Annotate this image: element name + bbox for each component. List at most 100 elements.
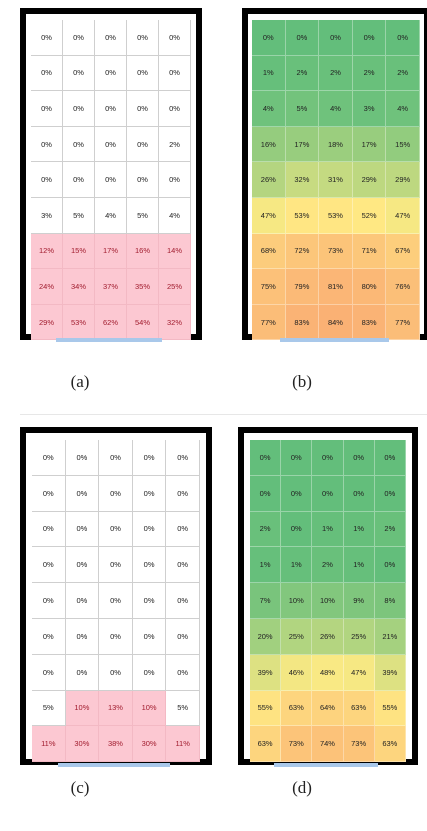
heatmap-cell: 37% xyxy=(95,269,127,305)
heatmap-cell: 73% xyxy=(281,726,313,763)
heatmap-cell: 5% xyxy=(63,197,95,234)
heatmap-cell: 74% xyxy=(312,726,344,763)
heatmap-cell: 0% xyxy=(99,440,133,476)
heatmap-cell: 0% xyxy=(250,475,282,512)
bottom-bar xyxy=(274,763,379,767)
heatmap-cell: 0% xyxy=(65,618,100,655)
heatmap-cell: 25% xyxy=(281,618,313,655)
heatmap-cell: 10% xyxy=(132,690,167,727)
heatmap-cell: 0% xyxy=(166,583,200,619)
heatmap-cell: 0% xyxy=(374,475,406,512)
heatmap-cell: 14% xyxy=(159,233,191,270)
heatmap-cell: 63% xyxy=(343,690,375,727)
heatmap-cell: 5% xyxy=(32,690,66,727)
heatmap-cell: 17% xyxy=(285,126,320,163)
heatmap-cell: 0% xyxy=(281,511,313,548)
heatmap-cell: 67% xyxy=(386,233,420,270)
heatmap-cell: 52% xyxy=(352,197,387,234)
heatmap-cell: 0% xyxy=(99,475,133,512)
heatmap-cell: 1% xyxy=(312,511,344,548)
heatmap-cell: 39% xyxy=(374,654,406,691)
heatmap-cell: 4% xyxy=(159,197,191,234)
heatmap-cell: 2% xyxy=(159,126,191,163)
heatmap-cell: 16% xyxy=(127,233,159,270)
heatmap-cell: 38% xyxy=(99,726,133,763)
heatmap-cell: 8% xyxy=(374,583,406,619)
heatmap-cell: 10% xyxy=(281,583,313,619)
heatmap-cell: 30% xyxy=(132,726,167,763)
heatmap-cell: 0% xyxy=(65,440,100,476)
heatmap-cell: 63% xyxy=(281,690,313,727)
heatmap-cell: 0% xyxy=(132,547,167,584)
heatmap-cell: 25% xyxy=(343,618,375,655)
heatmap-cell: 73% xyxy=(343,726,375,763)
heatmap-cell: 0% xyxy=(95,126,127,163)
heatmap-cell: 3% xyxy=(352,91,387,127)
heatmap-cell: 0% xyxy=(95,55,127,92)
heatmap-cell: 0% xyxy=(65,511,100,548)
heatmap-cell: 75% xyxy=(252,269,286,305)
heatmap-cell: 17% xyxy=(352,126,387,163)
heatmap-cell: 83% xyxy=(352,304,387,341)
heatmap-cell: 0% xyxy=(166,654,200,691)
heatmap-cell: 0% xyxy=(32,475,66,512)
heatmap-cell: 0% xyxy=(63,20,95,56)
heatmap-cell: 0% xyxy=(127,55,159,92)
heatmap-cell: 30% xyxy=(65,726,100,763)
heatmap-cell: 29% xyxy=(352,162,387,198)
heatmap-cell: 80% xyxy=(352,269,387,305)
heatmap-cell: 26% xyxy=(312,618,344,655)
heatmap-cell: 63% xyxy=(250,726,282,763)
heatmap-cell: 0% xyxy=(32,583,66,619)
panel-caption: (b) xyxy=(292,372,312,391)
heatmap-cell: 2% xyxy=(312,547,344,584)
heatmap-cell: 12% xyxy=(31,233,63,270)
heatmap-cell: 0% xyxy=(99,511,133,548)
heatmap-cell: 53% xyxy=(319,197,353,234)
heatmap-cell: 0% xyxy=(95,20,127,56)
panel-frame: 0% 0% 0% 0% 0% 0% 0% 0% 0% 0% 0% 0% 0% 0% 0% 0% 0% 0% 0% 2%… xyxy=(20,8,202,341)
heatmap-cell: 0% xyxy=(159,20,191,56)
heatmap-cell: 4% xyxy=(319,91,353,127)
heatmap-cell: 10% xyxy=(312,583,344,619)
heatmap-grid: 0% 0% 0% 0% 0% 0% 0% 0% 0% 0% 2% 0% 1% 1% 2% 1% 1% 2% 1% 0%… xyxy=(250,440,406,763)
heatmap-cell: 0% xyxy=(63,55,95,92)
heatmap-cell: 4% xyxy=(252,91,286,127)
heatmap-cell: 0% xyxy=(312,440,344,476)
heatmap-cell: 77% xyxy=(252,304,286,341)
heatmap-cell: 0% xyxy=(95,162,127,198)
heatmap-cell: 0% xyxy=(250,440,282,476)
heatmap-cell: 47% xyxy=(252,197,286,234)
heatmap-cell: 0% xyxy=(99,654,133,691)
heatmap-cell: 0% xyxy=(127,20,159,56)
heatmap-cell: 32% xyxy=(285,162,320,198)
heatmap-cell: 46% xyxy=(281,654,313,691)
heatmap-cell: 18% xyxy=(319,126,353,163)
heatmap-cell: 77% xyxy=(386,304,420,341)
heatmap-cell: 48% xyxy=(312,654,344,691)
heatmap-cell: 53% xyxy=(63,304,95,341)
heatmap-cell: 20% xyxy=(250,618,282,655)
heatmap-cell: 53% xyxy=(285,197,320,234)
heatmap-cell: 0% xyxy=(159,162,191,198)
heatmap-cell: 2% xyxy=(319,55,353,92)
heatmap-cell: 1% xyxy=(250,547,282,584)
heatmap-cell: 0% xyxy=(285,20,320,56)
heatmap-cell: 81% xyxy=(319,269,353,305)
heatmap-cell: 62% xyxy=(95,304,127,341)
heatmap-cell: 0% xyxy=(374,440,406,476)
heatmap-cell: 32% xyxy=(159,304,191,341)
heatmap-cell: 5% xyxy=(166,690,200,727)
heatmap-cell: 1% xyxy=(343,511,375,548)
heatmap-cell: 15% xyxy=(386,126,420,163)
heatmap-cell: 0% xyxy=(63,162,95,198)
heatmap-cell: 24% xyxy=(31,269,63,305)
heatmap-cell: 0% xyxy=(65,547,100,584)
heatmap-cell: 72% xyxy=(285,233,320,270)
heatmap-cell: 0% xyxy=(127,162,159,198)
heatmap-cell: 1% xyxy=(281,547,313,584)
heatmap-cell: 1% xyxy=(252,55,286,92)
heatmap-grid: 0% 0% 0% 0% 0% 1% 2% 2% 2% 2% 4% 5% 4% 3% 4% 16% 17% 18% 1… xyxy=(252,20,420,341)
heatmap-cell: 2% xyxy=(285,55,320,92)
heatmap-cell: 0% xyxy=(31,91,63,127)
